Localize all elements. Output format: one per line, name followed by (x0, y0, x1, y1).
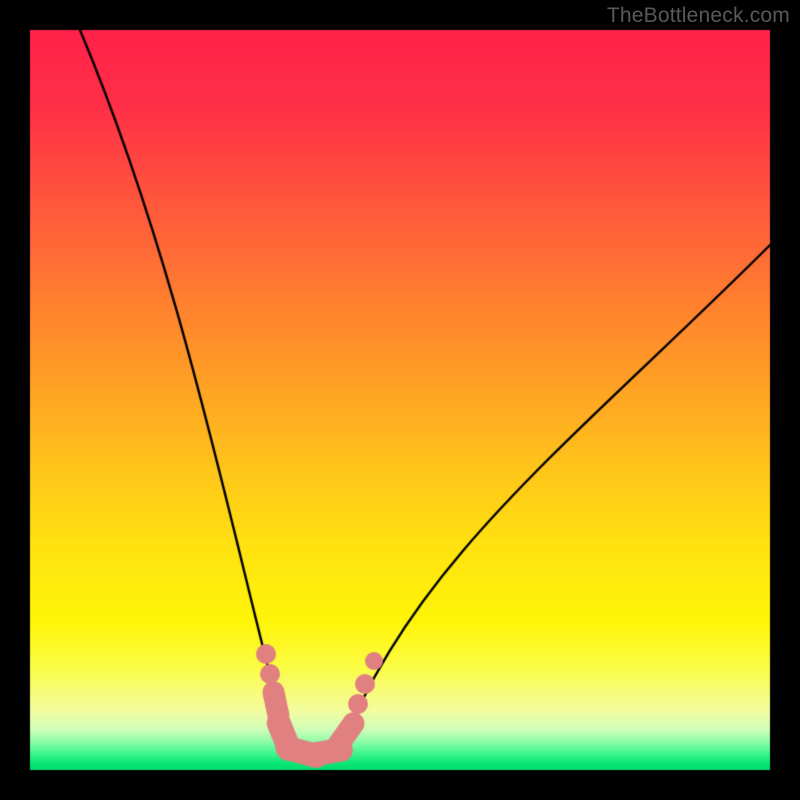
attribution-label: TheBottleneck.com (607, 4, 790, 28)
bottleneck-chart-canvas (0, 0, 800, 800)
